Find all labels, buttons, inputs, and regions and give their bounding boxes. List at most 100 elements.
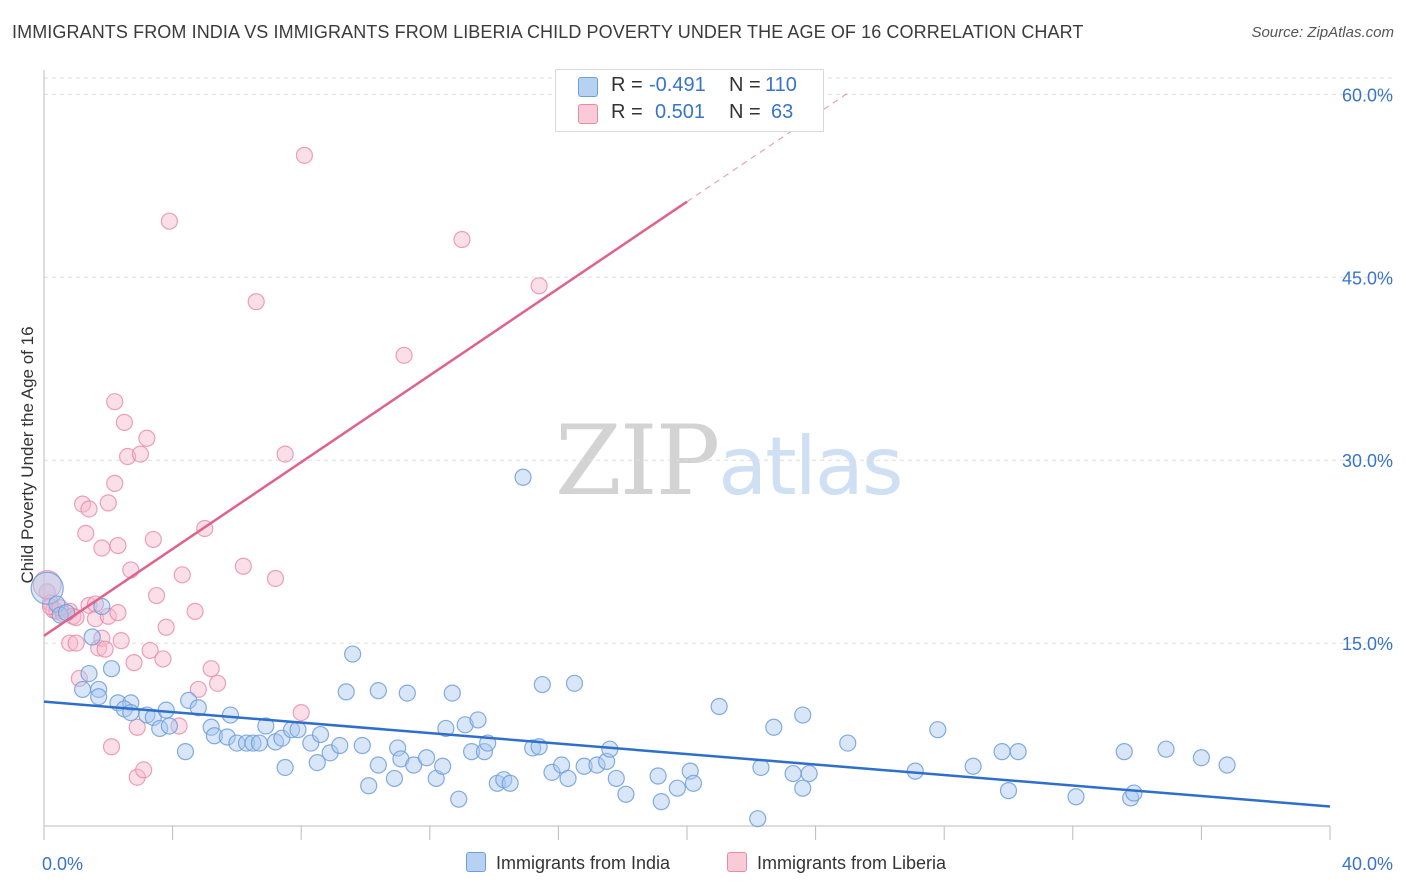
point-india (456, 716, 474, 734)
point-india (501, 774, 519, 792)
bottom-legend-india: Immigrants from India (466, 852, 670, 874)
correlation-legend: R = -0.491 N = 110 R = 0.501 N = 63 (555, 69, 824, 132)
point-liberia (141, 641, 159, 660)
x-tick-label: 0.0% (42, 854, 83, 874)
point-india (273, 729, 291, 747)
point-liberia (109, 536, 127, 555)
point-india (1009, 743, 1027, 761)
point-india (1192, 749, 1211, 767)
point-india (839, 734, 857, 752)
point-india (83, 628, 101, 646)
point-liberia (154, 650, 172, 668)
point-india (80, 664, 98, 683)
point-liberia (395, 346, 413, 364)
point-liberia (202, 660, 220, 678)
watermark-atlas: atlas (718, 420, 903, 513)
y-tick-label: 15.0% (1342, 634, 1393, 654)
legend-r-label: R = (611, 74, 643, 96)
point-india (90, 680, 108, 699)
point-india (308, 753, 326, 772)
point-liberia (32, 569, 62, 600)
point-liberia (106, 393, 124, 411)
point-india (221, 706, 240, 724)
chart-title: IMMIGRANTS FROM INDIA VS IMMIGRANTS FROM… (12, 22, 1084, 42)
point-india (794, 779, 812, 797)
point-india (360, 777, 378, 795)
point-india (514, 468, 532, 486)
point-liberia (170, 717, 188, 735)
point-liberia (209, 674, 227, 692)
legend-swatch-india (578, 77, 598, 97)
point-india (160, 717, 178, 735)
point-liberia (93, 539, 111, 557)
point-india (524, 739, 542, 757)
point-liberia (295, 146, 314, 164)
point-india (205, 727, 223, 745)
point-india (385, 769, 404, 788)
point-india (1157, 740, 1175, 758)
point-liberia (38, 583, 56, 601)
bottom-legend-label-india: Immigrants from India (496, 853, 671, 873)
legend-n-label: N = (729, 74, 761, 96)
point-liberia (115, 413, 133, 431)
point-india (218, 728, 236, 746)
point-india (93, 597, 111, 616)
point-india (257, 717, 275, 735)
point-india (588, 756, 606, 774)
watermark: ZIPatlas (555, 405, 904, 517)
point-india (575, 757, 593, 775)
trendline-india (43, 700, 1331, 808)
point-india (417, 749, 436, 767)
point-liberia (122, 561, 140, 579)
point-liberia (292, 703, 310, 722)
point-india (533, 675, 551, 694)
point-india (289, 721, 307, 739)
point-india (559, 769, 577, 788)
legend-r-label: R = (611, 101, 643, 123)
point-liberia (99, 607, 117, 625)
point-india (437, 719, 455, 738)
point-liberia (160, 212, 178, 230)
point-india (302, 734, 320, 752)
point-india (122, 694, 140, 712)
point-india (244, 734, 262, 752)
y-tick-label: 45.0% (1342, 268, 1393, 288)
point-india (1218, 756, 1236, 774)
point-liberia (189, 680, 207, 699)
bottom-legend-swatch-liberia (727, 852, 747, 872)
point-india (1115, 743, 1133, 761)
legend-r-value: 0.501 (655, 101, 706, 123)
point-liberia (266, 569, 285, 588)
point-india (649, 767, 667, 785)
y-tick-label: 60.0% (1342, 85, 1393, 105)
point-india (710, 697, 728, 716)
point-india (668, 779, 686, 797)
point-india (311, 725, 330, 744)
point-liberia (138, 429, 156, 447)
legend-n-value: 63 (771, 101, 794, 123)
x-tick-label: 40.0% (1342, 854, 1393, 874)
point-liberia (157, 618, 175, 636)
point-india (749, 810, 767, 828)
point-liberia (77, 524, 95, 542)
point-india (794, 706, 812, 724)
point-india (189, 699, 207, 717)
point-india (353, 736, 371, 755)
legend-n-label: N = (729, 101, 761, 123)
point-india (929, 721, 947, 739)
point-liberia (118, 447, 137, 466)
source-label: Source: ZipAtlas.com (1251, 24, 1394, 41)
point-india (800, 764, 818, 783)
point-india (999, 782, 1018, 800)
point-liberia (80, 500, 98, 518)
point-india (344, 645, 362, 663)
watermark-zip: ZIP (555, 405, 720, 517)
point-india (102, 660, 121, 678)
point-liberia (135, 761, 153, 779)
point-liberia (144, 530, 162, 549)
point-liberia (173, 566, 191, 584)
point-india (331, 736, 349, 755)
point-liberia (90, 639, 108, 657)
point-liberia (128, 718, 146, 736)
